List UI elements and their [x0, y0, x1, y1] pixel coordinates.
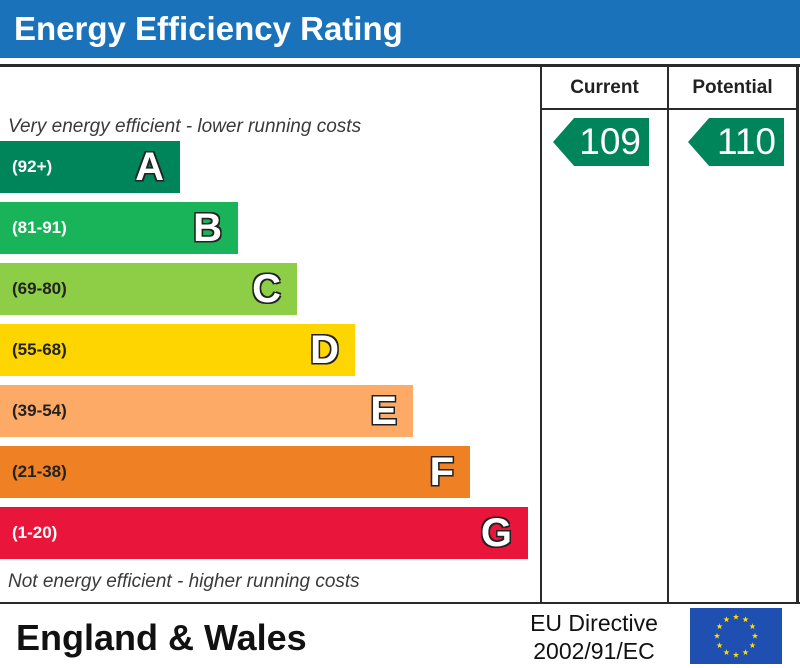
band-range-label: (69-80) — [12, 279, 67, 298]
current-rating-arrow: 109 — [553, 118, 649, 166]
potential-rating-arrow: 110 — [688, 118, 784, 166]
eu-star-icon — [749, 642, 756, 649]
band-b: (81-91) B — [0, 202, 238, 254]
band-range-label: (55-68) — [12, 340, 67, 359]
band-letter: A — [135, 145, 164, 189]
band-g: (1-20) G — [0, 507, 528, 559]
band-letter: G — [480, 511, 512, 555]
eu-star-icon — [751, 632, 759, 639]
eu-star-icon — [742, 616, 749, 623]
band-range-label: (81-91) — [12, 218, 67, 237]
band-range-label: (39-54) — [12, 401, 67, 420]
band-range-label: (92+) — [12, 157, 53, 176]
region-label: England & Wales — [16, 617, 307, 658]
top-note: Very energy efficient - lower running co… — [8, 116, 362, 137]
band-a: (92+) A — [0, 141, 180, 193]
band-letter: B — [193, 206, 222, 250]
column-divider-left — [540, 64, 542, 604]
eu-flag-icon — [690, 608, 782, 664]
eu-star-icon — [732, 613, 740, 620]
eu-star-icon — [716, 623, 723, 630]
current-column-header: Current — [570, 77, 639, 98]
eu-star-icon — [749, 623, 756, 630]
frame-right-edge — [796, 64, 799, 604]
band-c: (69-80) C — [0, 263, 297, 315]
eu-star-icon — [723, 616, 730, 623]
chart-title: Energy Efficiency Rating — [0, 0, 800, 58]
band-letter: F — [429, 450, 454, 494]
column-header-underline — [540, 108, 798, 110]
potential-column-header: Potential — [692, 77, 773, 98]
directive-line-1: EU Directive — [530, 610, 658, 636]
band-range-label: (1-20) — [12, 523, 58, 542]
band-f: (21-38) F — [0, 446, 470, 498]
eu-star-icon — [742, 649, 749, 656]
band-letter: C — [252, 267, 281, 311]
eu-star-icon — [713, 632, 721, 639]
eu-star-icon — [716, 642, 723, 649]
eu-star-icon — [723, 649, 730, 656]
band-range-label: (21-38) — [12, 462, 67, 481]
directive-line-2: 2002/91/EC — [533, 638, 655, 664]
eu-star-icon — [732, 651, 740, 658]
band-letter: D — [310, 328, 339, 372]
rating-frame — [0, 64, 800, 668]
band-e: (39-54) E — [0, 385, 413, 437]
band-letter: E — [370, 389, 397, 433]
bottom-note: Not energy efficient - higher running co… — [8, 571, 360, 592]
column-divider-right — [667, 64, 669, 604]
footer-divider — [0, 602, 800, 604]
band-d: (55-68) D — [0, 324, 355, 376]
